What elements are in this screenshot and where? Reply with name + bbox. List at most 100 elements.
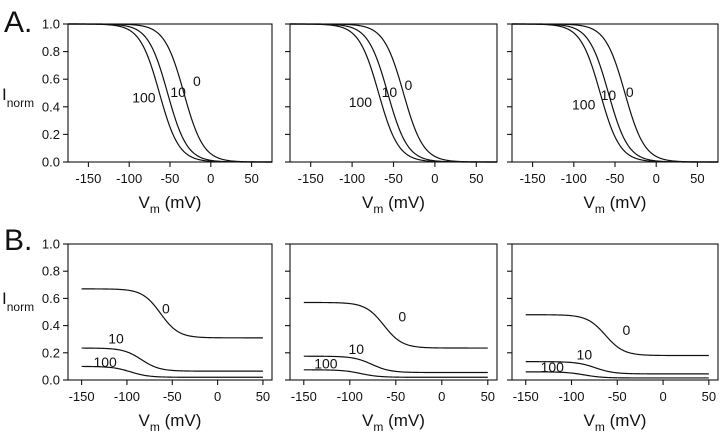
plot-frame — [289, 243, 498, 381]
series-label-100: 100 — [349, 94, 373, 110]
series-line-0 — [81, 288, 263, 339]
series-line-100 — [81, 365, 263, 378]
series-line-10 — [81, 347, 263, 372]
x-axis-label-unit: (mV) — [605, 193, 647, 212]
y-tick-label: 0.8 — [42, 44, 60, 59]
x-tick-label: -150 — [69, 389, 95, 404]
x-tick-label: 50 — [469, 171, 483, 186]
y-tick-label: 0.6 — [42, 72, 60, 87]
series-label-0: 0 — [398, 309, 406, 325]
x-axis-label-main: V — [139, 411, 151, 430]
series-label-0: 0 — [405, 77, 413, 93]
x-tick-label: 50 — [256, 389, 270, 404]
x-tick-label: -100 — [116, 171, 142, 186]
series-line-0 — [303, 301, 488, 349]
x-tick-label: 0 — [438, 389, 445, 404]
series-line-10 — [303, 355, 488, 374]
chart-panel-a1: 0.0 0.2 0.4 0.6 0.8 1.0 -150 -100 -50 0 50 Vm (mV) I… — [2, 17, 273, 216]
x-tick-label: -50 — [386, 389, 405, 404]
x-axis-label: Vm (mV) — [362, 193, 425, 216]
x-tick-label: -50 — [606, 171, 625, 186]
series-label-100: 100 — [132, 90, 156, 106]
series-label-10: 10 — [382, 84, 398, 100]
series-line-100 — [512, 23, 718, 163]
y-tick-label: 0.2 — [42, 127, 60, 142]
x-tick-label: -50 — [384, 171, 403, 186]
x-tick-label: -150 — [520, 171, 546, 186]
x-tick-label: 0 — [653, 171, 660, 186]
x-axis-label-main: V — [362, 193, 374, 212]
x-tick-label: -100 — [337, 389, 363, 404]
y-axis-label-main: I — [2, 289, 7, 308]
x-axis-label-unit: (mV) — [160, 411, 202, 430]
y-axis-label-sub: norm — [7, 300, 34, 314]
x-tick-label: 50 — [481, 389, 495, 404]
x-axis-label-unit: (mV) — [383, 411, 425, 430]
x-tick-label: -50 — [161, 171, 180, 186]
series-label-0: 0 — [193, 73, 201, 89]
x-axis-label-main: V — [584, 411, 596, 430]
x-axis-label: Vm (mV) — [584, 193, 647, 216]
plot-frame — [67, 243, 273, 381]
x-axis-label: Vm (mV) — [362, 411, 425, 434]
x-tick-label: 50 — [702, 389, 716, 404]
x-tick-label: -100 — [558, 389, 584, 404]
series-label-10: 10 — [601, 87, 617, 103]
x-tick-label: -100 — [561, 171, 587, 186]
y-tick-label: 0.4 — [42, 318, 60, 333]
y-axis-label: Inorm — [2, 85, 34, 110]
series-label-0: 0 — [626, 84, 634, 100]
series-label-10: 10 — [577, 347, 593, 363]
series-label-100: 100 — [541, 359, 565, 375]
x-tick-label: 0 — [207, 171, 214, 186]
x-tick-label: -100 — [114, 389, 140, 404]
x-axis-label-sub: m — [150, 202, 160, 216]
x-axis-label-sub: m — [373, 202, 383, 216]
chart-panel-a3: -150 -100 -50 0 50 Vm (mV) 0 10 100 — [507, 23, 719, 216]
x-axis-label: Vm (mV) — [139, 411, 202, 434]
series-label-10: 10 — [348, 341, 364, 357]
y-tick-label: 0.8 — [42, 264, 60, 279]
x-axis-label-sub: m — [595, 420, 605, 434]
x-tick-label: -50 — [608, 389, 627, 404]
y-tick-label: 0.0 — [42, 373, 60, 388]
x-axis-label-sub: m — [373, 420, 383, 434]
y-tick-label: 1.0 — [42, 237, 60, 252]
x-axis-label-main: V — [362, 411, 374, 430]
series-line-100 — [68, 23, 272, 163]
x-tick-label: -150 — [513, 389, 539, 404]
series-label-0: 0 — [162, 300, 170, 316]
plot-frame — [511, 243, 719, 381]
series-line-0 — [525, 314, 709, 357]
series-line-100 — [525, 371, 709, 379]
series-label-10: 10 — [108, 330, 124, 346]
panel-b-label: B. — [4, 224, 32, 257]
series-label-100: 100 — [93, 354, 117, 370]
x-tick-label: 50 — [690, 171, 704, 186]
x-axis-label-unit: (mV) — [383, 193, 425, 212]
x-tick-label: -150 — [298, 171, 324, 186]
x-tick-label: -50 — [163, 389, 182, 404]
y-tick-label: 0.0 — [42, 155, 60, 170]
y-tick-label: 1.0 — [42, 17, 60, 32]
chart-panel-b2: -150 -100 -50 0 50 Vm (mV) 0 10 100 — [285, 243, 498, 434]
charts: 0.0 0.2 0.4 0.6 0.8 1.0 -150 -100 -50 0 50 Vm (mV) I… — [2, 17, 719, 434]
y-tick-label: 0.4 — [42, 99, 60, 114]
chart-panel-b1: 0.0 0.2 0.4 0.6 0.8 1.0 -150 -100 -50 0 50 Vm (mV) I… — [2, 237, 273, 434]
x-axis-label-main: V — [584, 193, 596, 212]
y-tick-label: 0.6 — [42, 291, 60, 306]
series-line-100 — [290, 23, 497, 163]
panel-a-label: A. — [4, 6, 32, 39]
x-tick-label: 0 — [431, 171, 438, 186]
x-axis-label-sub: m — [150, 420, 160, 434]
series-label-10: 10 — [170, 84, 186, 100]
series-line-100 — [303, 369, 488, 378]
y-axis-label: Inorm — [2, 289, 34, 314]
x-tick-label: 50 — [244, 171, 258, 186]
x-axis-label: Vm (mV) — [139, 193, 202, 216]
series-line-10 — [525, 361, 709, 375]
x-axis-label-unit: (mV) — [605, 411, 647, 430]
chart-panel-b3: -150 -100 -50 0 50 Vm (mV) 0 10 100 — [507, 243, 719, 434]
series-label-100: 100 — [572, 97, 596, 113]
